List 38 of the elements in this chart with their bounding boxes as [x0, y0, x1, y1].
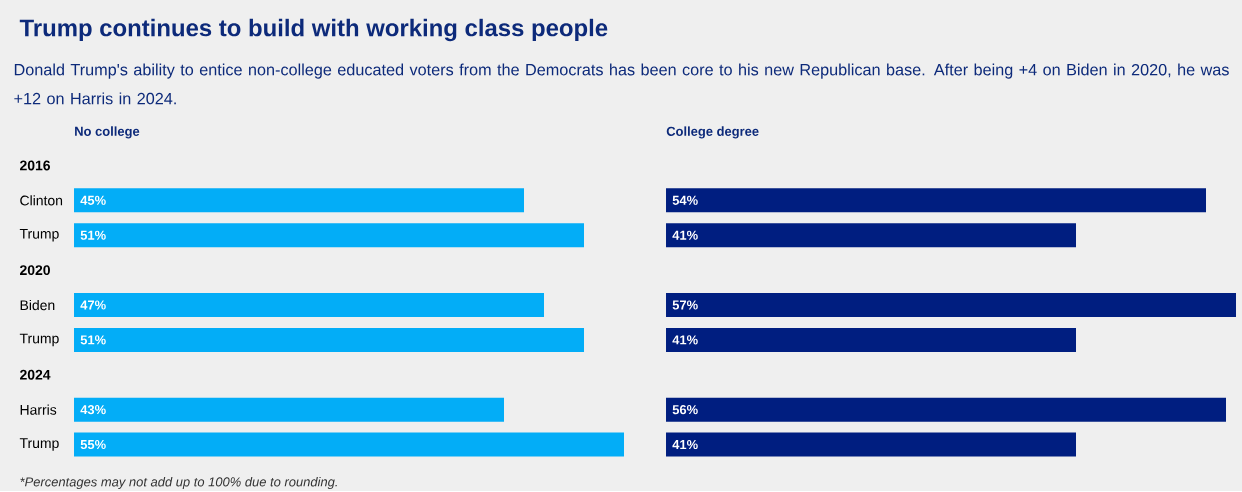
y-tick-label: Trump: [19, 228, 59, 242]
data-label: 41%: [672, 439, 698, 449]
bar: [666, 223, 1077, 248]
y-tick-label: Biden: [20, 299, 55, 310]
bar: [666, 432, 1077, 457]
data-label: 47%: [80, 300, 106, 310]
data-label: 51%: [80, 230, 106, 240]
data-label: 55%: [80, 439, 106, 449]
data-label: 57%: [672, 300, 698, 310]
chart-title: No college: [75, 126, 140, 139]
bar: [74, 432, 624, 457]
bar: [666, 188, 1207, 213]
bar: [74, 292, 545, 317]
chart-title: College degree: [666, 126, 759, 139]
y-tick-label: Trump: [19, 333, 59, 346]
data-label: 54%: [672, 195, 698, 205]
bar: [74, 188, 525, 213]
y-tick-label: Harris: [20, 404, 57, 415]
y-tick-label: Clinton: [20, 195, 63, 206]
y-tick-label: 2016: [20, 160, 51, 171]
text: *Percentages may not add up to 100% due to rounding.: [20, 476, 337, 489]
y-tick-label: 2020: [20, 264, 50, 275]
bar: [666, 397, 1227, 422]
data-label: 51%: [80, 335, 106, 345]
y-tick-label: Trump: [19, 438, 59, 451]
bar: [74, 397, 505, 422]
bar: [666, 292, 1237, 317]
bar: [74, 327, 585, 352]
data-label: 43%: [80, 404, 106, 415]
data-label: 56%: [672, 404, 698, 415]
data-label: 41%: [672, 335, 698, 345]
y-tick-label: 2024: [20, 369, 51, 380]
bar: [666, 327, 1077, 352]
data-label: 41%: [672, 230, 698, 240]
text: Trump continues to build with working class people: [19, 18, 608, 42]
text: Donald Trump's ability to entice non-college educated voters from the Democrats has been core to his new Republican base. After being +4 on Biden in 2020, he was +12 on Harris in 2024.: [14, 63, 1229, 105]
bar: [74, 223, 585, 248]
data-label: 45%: [80, 195, 106, 205]
